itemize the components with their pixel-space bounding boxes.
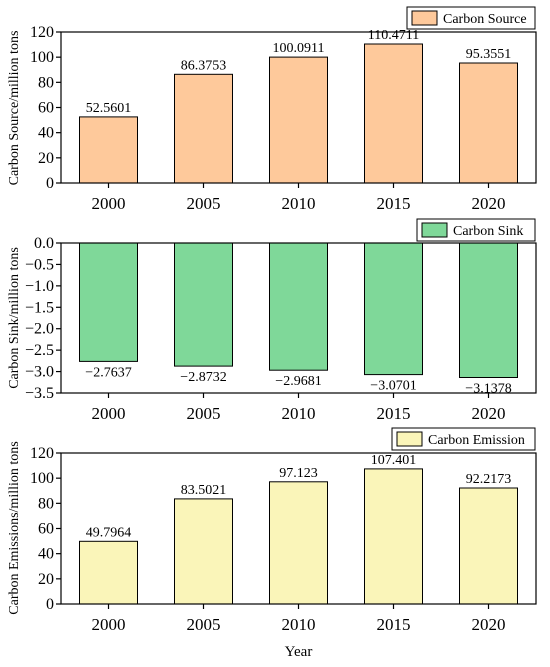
value-label-2000: 52.5601 [86,101,132,116]
x-tick-label-2005: 2005 [187,615,221,634]
x-tick-label-2020: 2020 [472,194,506,213]
bar-2005 [174,498,233,605]
y-tick-label: 0 [46,175,54,192]
bar-2000 [79,116,138,184]
bar-2020 [459,242,518,378]
y-tick-label: 80 [38,495,54,512]
y-tick-label: 20 [38,150,54,167]
y-tick-label: 40 [38,125,54,142]
x-tick-label-2010: 2010 [282,615,316,634]
y-tick-label: −2.5 [25,342,54,359]
y-tick-label: −3.0 [25,364,54,381]
panel-1: 52.5601 86.3753 100.0911 110.4711 95.3551 0 20… [7,6,537,213]
legend-swatch [421,222,448,238]
y-tick-label: 120 [30,445,54,462]
bar-2015 [364,242,423,376]
value-label-2005: 83.5021 [181,483,227,498]
legend-label: Carbon Sink [453,224,523,239]
value-label-2010: −2.9681 [275,374,321,389]
y-tick-label: 120 [30,24,54,41]
x-tick-label-2005: 2005 [187,404,221,423]
legend-swatch [396,431,423,447]
bar-2020 [459,487,518,605]
y-tick-label: −2.0 [25,321,54,338]
x-tick-label-2010: 2010 [282,194,316,213]
bar-2015 [364,43,423,184]
value-label-2000: −2.7637 [85,365,131,380]
x-tick-label-2015: 2015 [377,194,411,213]
value-label-2020: 95.3551 [466,47,512,62]
value-label-2005: −2.8732 [180,370,226,385]
y-tick-label: 80 [38,74,54,91]
y-tick-label: −1.0 [25,278,54,295]
y-tick-label: 100 [30,470,54,487]
legend: Carbon Sink [416,218,536,242]
y-tick-label: 0.0 [34,235,54,252]
y-tick-label: 100 [30,49,54,66]
x-tick-label-2015: 2015 [377,404,411,423]
x-tick-label-2020: 2020 [472,404,506,423]
legend-box [406,6,536,30]
value-label-2005: 86.3753 [181,58,227,73]
y-tick-label: 0 [46,596,54,613]
legend-box [391,427,536,451]
y-axis-label: Carbon Emissions/million tons [7,441,22,614]
value-label-2010: 100.0911 [273,41,325,56]
y-tick-label: −3.5 [25,385,54,402]
bar-2000 [79,540,138,605]
legend: Carbon Emission [391,427,536,451]
y-axis-label: Carbon Sink/million tons [7,247,22,389]
y-tick-label: 20 [38,571,54,588]
x-tick-label-2010: 2010 [282,404,316,423]
y-tick-label: 60 [38,100,54,117]
bar-2010 [269,56,328,184]
value-label-2015: −3.0701 [370,379,416,394]
value-label-2000: 49.7964 [86,525,132,540]
bar-2020 [459,62,518,184]
bar-2010 [269,481,328,605]
y-tick-label: 60 [38,521,54,538]
bar-2015 [364,468,423,605]
x-tick-label-2015: 2015 [377,615,411,634]
value-label-2015: 110.4711 [368,28,419,43]
x-tick-label-2005: 2005 [187,194,221,213]
y-tick-label: −0.5 [25,256,54,273]
x-tick-label-2020: 2020 [472,615,506,634]
bar-2000 [79,242,138,362]
y-axis-label: Carbon Source/million tons [7,31,22,186]
y-tick-label: 40 [38,546,54,563]
x-tick-label-2000: 2000 [92,194,126,213]
legend-swatch [411,10,438,26]
legend: Carbon Source [406,6,536,30]
bar-2005 [174,73,233,184]
legend-label: Carbon Emission [428,433,525,448]
x-tick-label-2000: 2000 [92,404,126,423]
y-tick-label: −1.5 [25,299,54,316]
value-label-2020: 92.2173 [466,472,512,487]
legend-label: Carbon Source [443,12,527,27]
value-label-2015: 107.401 [371,453,417,468]
x-tick-label-2000: 2000 [92,615,126,634]
bar-2010 [269,242,328,371]
panel-2: −2.7637 −2.8732 −2.9681 −3.0701 −3.13780.0−0… [7,218,537,423]
value-label-2010: 97.123 [279,466,318,481]
x-axis-label: Year [285,644,313,660]
bar-2005 [174,242,233,367]
panel-3: 49.7964 83.5021 97.123 107.401 92.2173 0 20 40 6… [7,427,537,660]
